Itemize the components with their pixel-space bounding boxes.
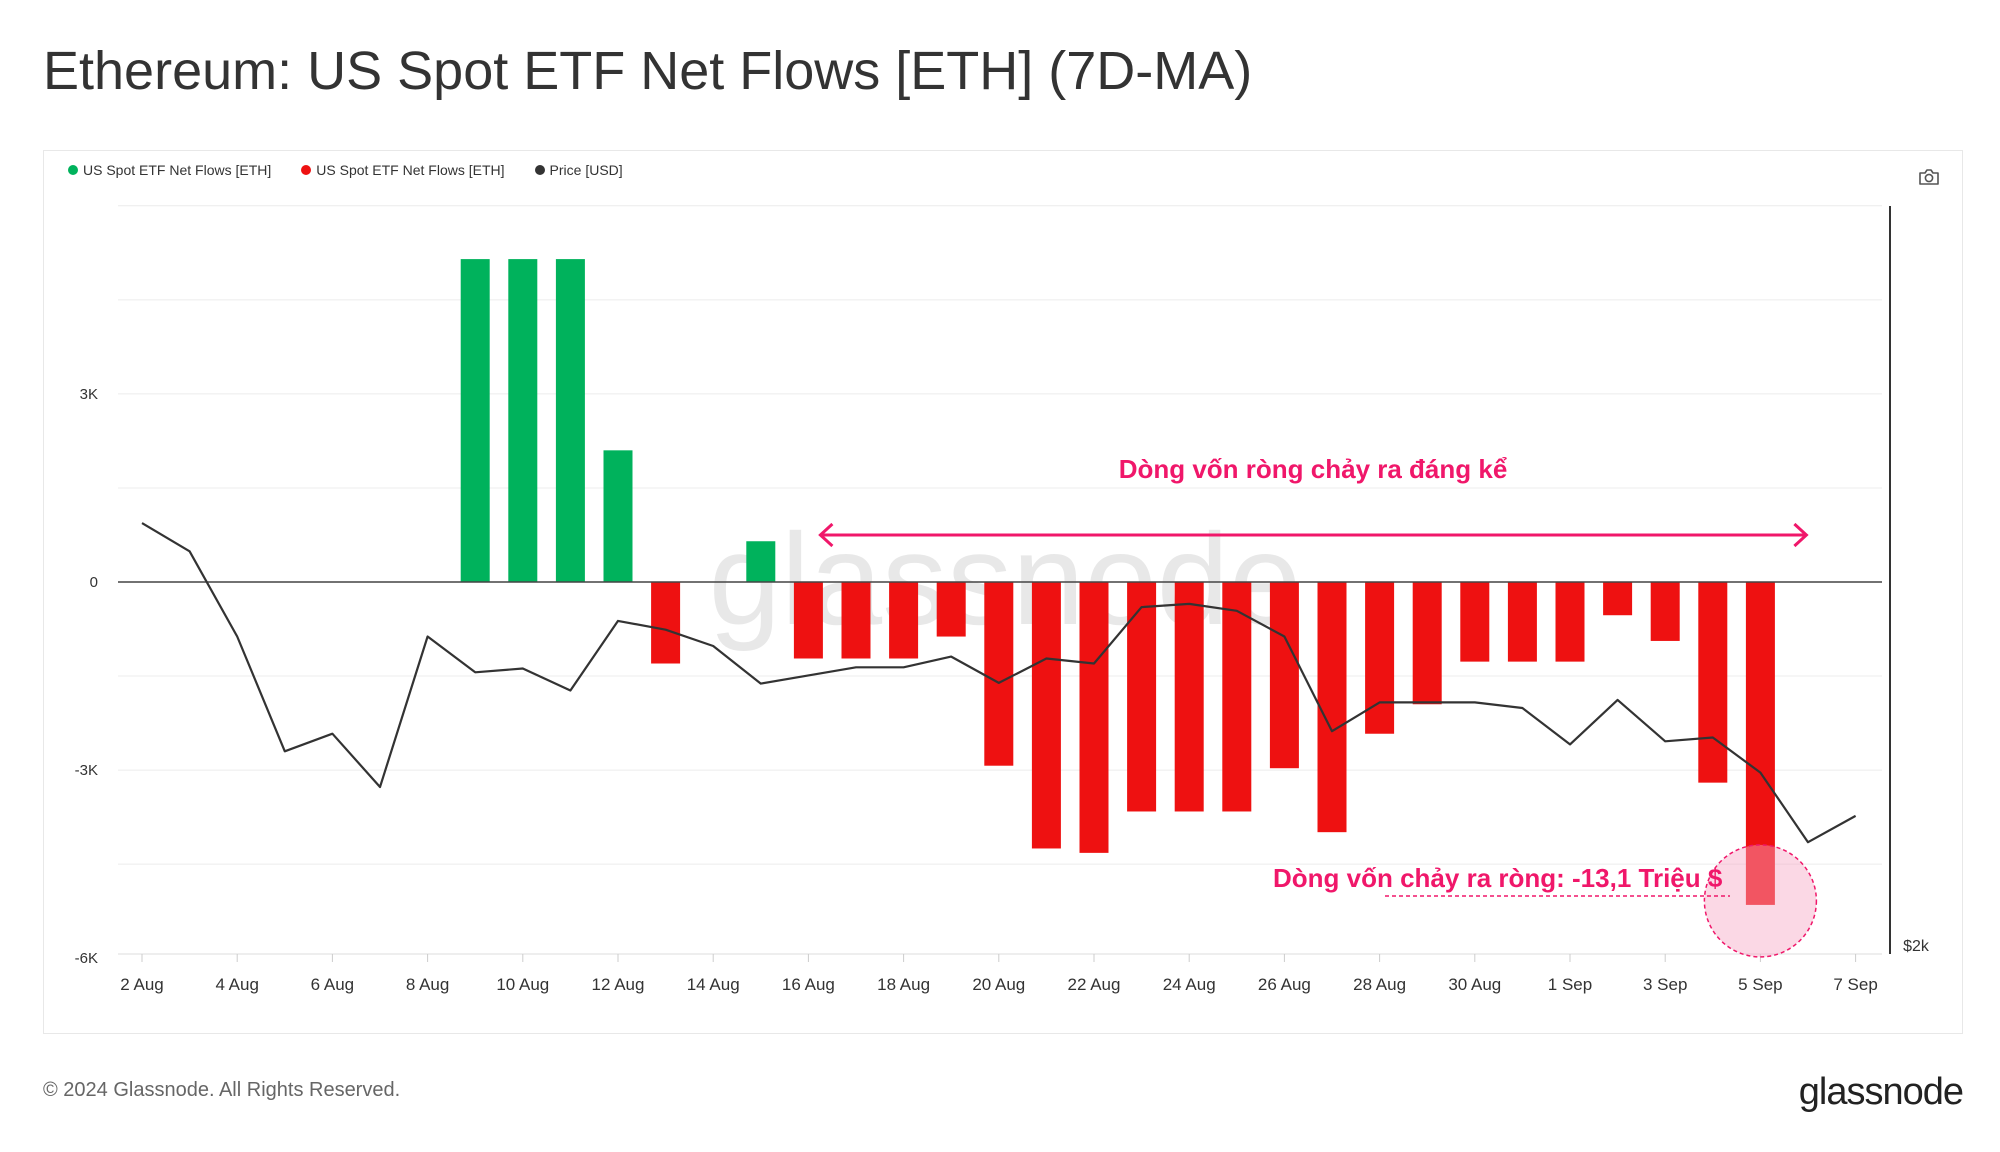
outflow-bar: [1555, 582, 1585, 662]
annotation-layer: Dòng vốn ròng chảy ra đáng kể Dòng vốn c…: [818, 454, 1818, 958]
price-layer: [141, 522, 1857, 844]
x-tick-label: 14 Aug: [687, 975, 740, 994]
outflow-bar: [1174, 582, 1204, 812]
page-title: Ethereum: US Spot ETF Net Flows [ETH] (7…: [43, 41, 1253, 101]
outflow-bar: [1127, 582, 1157, 812]
axis-layer: $2k 3K 0 -3K -6K 2 Aug 4 Aug 6 Aug 8 Aug 10 Aug 12…: [75, 206, 1930, 994]
x-tick-label: 28 Aug: [1353, 975, 1406, 994]
range-annotation-label: Dòng vốn ròng chảy ra đáng kể: [1119, 454, 1508, 484]
highlight-circle: [1703, 844, 1818, 958]
x-tick-label: 4 Aug: [215, 975, 259, 994]
outflow-bar: [1698, 582, 1728, 783]
x-tick-label: 5 Sep: [1738, 975, 1782, 994]
copyright-notice: © 2024 Glassnode. All Rights Reserved.: [43, 1079, 401, 1101]
outflow-bar: [841, 582, 871, 659]
legend-dot-price: [534, 165, 545, 175]
right-axis-tick-label: $2k: [1903, 938, 1930, 955]
x-tick-label: 3 Sep: [1643, 975, 1687, 994]
outflow-bar: [651, 582, 681, 664]
x-tick-label: 20 Aug: [972, 975, 1025, 994]
outflow-bar: [1317, 582, 1347, 833]
inflow-bar: [508, 259, 538, 582]
range-arrow-left-head: [818, 522, 834, 548]
outflow-bar: [1031, 582, 1061, 849]
outflow-bar: [936, 582, 966, 637]
y-tick-label: 0: [90, 574, 98, 591]
chart-frame: [43, 150, 1963, 1034]
outflow-bar: [1365, 582, 1395, 734]
x-tick-label: 8 Aug: [406, 975, 450, 994]
inflow-bar: [555, 259, 585, 582]
x-tick-label: 10 Aug: [496, 975, 549, 994]
x-tick-label: 7 Sep: [1833, 975, 1877, 994]
x-tick-label: 26 Aug: [1258, 975, 1311, 994]
legend-dot-inflows: [68, 165, 78, 175]
inflow-bar: [603, 450, 633, 582]
outflow-bar: [1650, 582, 1680, 641]
outflow-bar: [1460, 582, 1490, 662]
outflow-bar: [1222, 582, 1252, 812]
bars-layer: [460, 259, 1775, 905]
x-tick-label: 16 Aug: [782, 975, 835, 994]
y-tick-label: 3K: [80, 386, 98, 403]
outflow-bar: [1507, 582, 1537, 662]
inflow-bar: [460, 259, 490, 582]
outflow-bar: [1745, 582, 1775, 905]
outflow-bar: [1412, 582, 1442, 705]
price-line: [141, 522, 1857, 844]
outflow-bar: [1079, 582, 1109, 853]
outflow-bar: [984, 582, 1014, 766]
glassnode-logo: glassnode: [1798, 1071, 1964, 1113]
callout-annotation-label: Dòng vốn chảy ra ròng: -13,1 Triệu $: [1273, 863, 1723, 893]
outflow-bar: [1269, 582, 1299, 769]
y-tick-label: -6K: [75, 950, 98, 967]
legend-label-price: Price [USD]: [549, 162, 623, 178]
chart-legend: US Spot ETF Net Flows [ETH] US Spot ETF …: [68, 162, 623, 178]
y-tick-label: -3K: [75, 762, 98, 779]
range-arrow-right-head: [1793, 522, 1809, 548]
legend-item-outflows[interactable]: US Spot ETF Net Flows [ETH]: [301, 162, 505, 178]
legend-dot-outflows: [301, 165, 312, 175]
outflow-bar: [889, 582, 919, 659]
x-tick-label: 6 Aug: [311, 975, 355, 994]
x-tick-label: 30 Aug: [1448, 975, 1501, 994]
x-tick-label: 12 Aug: [592, 975, 645, 994]
x-tick-label: 22 Aug: [1068, 975, 1121, 994]
x-tick-label: 24 Aug: [1163, 975, 1216, 994]
x-tick-label: 18 Aug: [877, 975, 930, 994]
legend-label-outflows: US Spot ETF Net Flows [ETH]: [316, 162, 505, 178]
legend-label-inflows: US Spot ETF Net Flows [ETH]: [83, 162, 272, 178]
outflow-bar: [793, 582, 823, 659]
x-tick-label: 2 Aug: [120, 975, 164, 994]
legend-item-price[interactable]: Price [USD]: [534, 162, 623, 178]
inflow-bar: [746, 541, 776, 582]
x-tick-label: 1 Sep: [1548, 975, 1592, 994]
camera-icon[interactable]: [1918, 168, 1940, 186]
legend-item-inflows[interactable]: US Spot ETF Net Flows [ETH]: [68, 162, 271, 178]
outflow-bar: [1603, 582, 1633, 616]
